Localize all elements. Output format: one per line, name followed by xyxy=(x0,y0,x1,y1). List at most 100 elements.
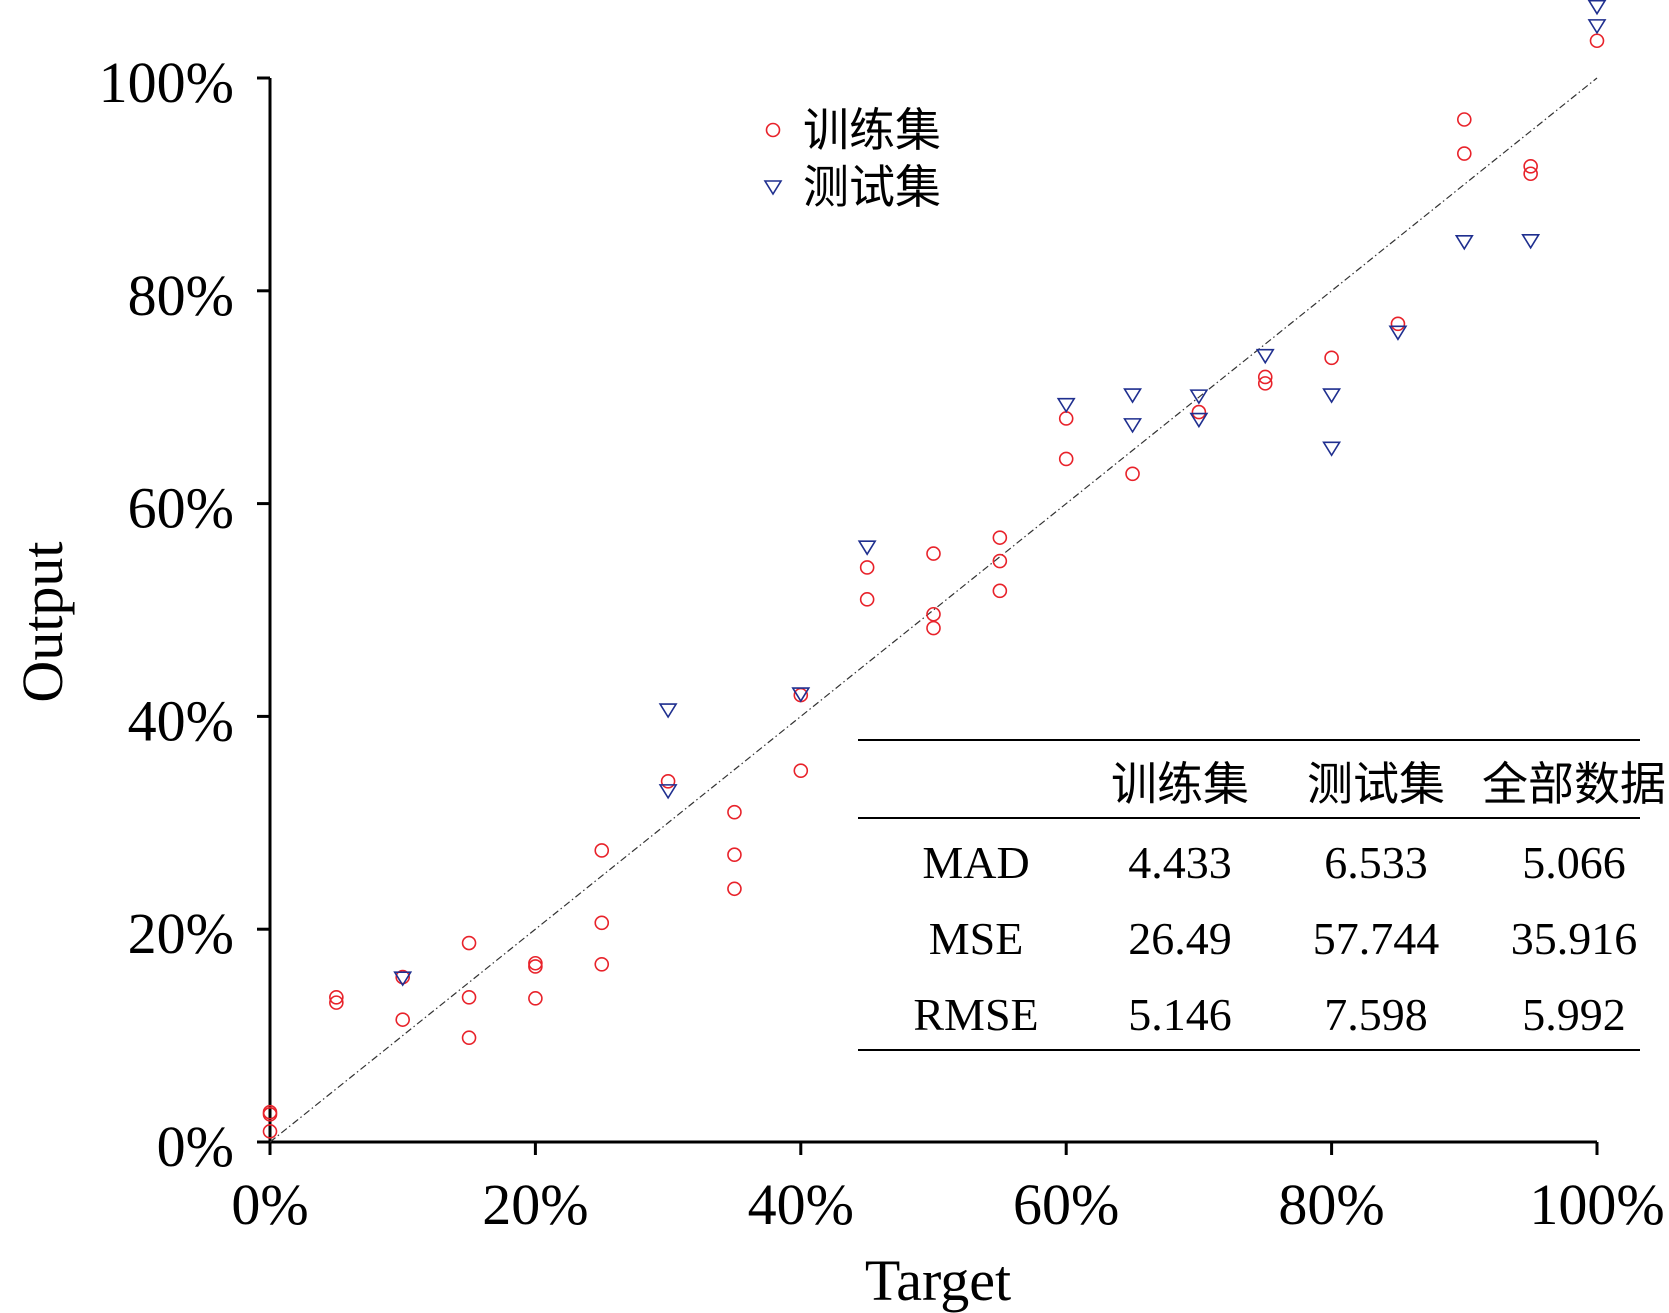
x-tick-label: 80% xyxy=(1278,1172,1384,1237)
train-point xyxy=(859,592,875,607)
train-point xyxy=(1457,112,1472,127)
train-point xyxy=(660,774,676,789)
y-axis-title: Output xyxy=(10,541,75,702)
test-point xyxy=(1454,235,1474,251)
y-tick-label: 100% xyxy=(99,50,234,115)
train-point xyxy=(1523,166,1538,182)
train-point xyxy=(1191,404,1207,420)
x-axis-title: Target xyxy=(865,1248,1011,1313)
train-point xyxy=(594,843,610,858)
test-point xyxy=(1255,348,1275,365)
train-point xyxy=(461,1030,477,1046)
table-cell: 7.598 xyxy=(1324,989,1428,1040)
train-point xyxy=(594,957,610,972)
train-point xyxy=(926,620,941,636)
x-tick-label: 40% xyxy=(748,1172,854,1237)
table-cell: 57.744 xyxy=(1313,913,1440,964)
train-point xyxy=(859,560,875,575)
train-point xyxy=(1390,316,1406,332)
table-row-label: MSE xyxy=(929,913,1024,964)
train-point xyxy=(528,959,543,974)
table-cell: 5.066 xyxy=(1522,837,1626,888)
train-point xyxy=(1257,369,1273,385)
test-point xyxy=(1056,397,1076,414)
table-cell: 5.992 xyxy=(1522,989,1626,1040)
test-point xyxy=(791,687,811,703)
x-tick-label: 0% xyxy=(231,1172,308,1237)
axes xyxy=(268,78,1597,1144)
train-point xyxy=(1523,159,1538,174)
y-tick-label: 60% xyxy=(128,476,234,541)
train-point xyxy=(461,989,477,1005)
train-point xyxy=(727,804,742,820)
x-axis-ticks: 0% 20% 40% 60% 80% 100% xyxy=(231,1142,1665,1237)
test-point xyxy=(393,971,413,987)
train-point xyxy=(329,995,344,1010)
legend-marker xyxy=(763,180,783,196)
test-point xyxy=(1587,19,1607,35)
reference-line xyxy=(269,77,1598,1143)
table-row-label: MAD xyxy=(922,837,1029,888)
data-points xyxy=(262,0,1607,1139)
test-point xyxy=(658,784,678,800)
train-point xyxy=(926,606,941,622)
train-point xyxy=(329,989,344,1005)
table-column-header: 测试集 xyxy=(1307,759,1445,810)
test-point xyxy=(857,540,877,556)
legend-label: 测试集 xyxy=(803,162,941,213)
test-point xyxy=(1123,388,1142,404)
test-point xyxy=(1123,418,1142,434)
legend-label: 训练集 xyxy=(803,105,941,156)
train-point xyxy=(461,935,477,951)
train-point xyxy=(1589,33,1605,49)
table-cell: 35.916 xyxy=(1511,913,1638,964)
table-cell: 4.433 xyxy=(1128,837,1232,888)
test-point xyxy=(1189,389,1209,405)
train-point xyxy=(926,546,941,561)
train-point xyxy=(594,915,610,931)
train-point xyxy=(793,763,809,778)
train-point xyxy=(262,1124,278,1139)
train-point xyxy=(1125,466,1140,482)
train-point xyxy=(992,583,1008,599)
test-point xyxy=(1322,441,1342,457)
table-row-label: RMSE xyxy=(913,989,1038,1040)
train-point xyxy=(1457,146,1472,161)
train-point xyxy=(528,955,543,971)
series-train xyxy=(262,33,1605,1139)
x-tick-label: 60% xyxy=(1013,1172,1119,1237)
train-point xyxy=(262,1104,278,1120)
series-test xyxy=(393,0,1607,987)
train-point xyxy=(1257,376,1273,391)
table-cell: 6.533 xyxy=(1324,837,1428,888)
train-point xyxy=(727,881,742,897)
train-point xyxy=(1324,350,1339,366)
table-column-header: 全部数据 xyxy=(1482,759,1666,810)
train-point xyxy=(395,1012,411,1027)
identity-line xyxy=(269,77,1598,1143)
test-point xyxy=(1587,0,1607,16)
test-point xyxy=(1189,412,1209,429)
y-tick-label: 0% xyxy=(157,1114,234,1179)
legend-marker xyxy=(765,122,781,138)
x-tick-label: 20% xyxy=(482,1172,588,1237)
train-point xyxy=(992,530,1008,545)
y-tick-label: 40% xyxy=(128,688,234,753)
table-cell: 5.146 xyxy=(1128,989,1232,1040)
test-point xyxy=(658,703,678,719)
train-point xyxy=(992,553,1008,569)
y-axis-ticks: 0% 20% 40% 60% 80% 100% xyxy=(99,50,270,1179)
x-tick-label: 100% xyxy=(1529,1172,1664,1237)
train-point xyxy=(727,847,742,863)
train-point xyxy=(1058,451,1074,467)
test-point xyxy=(1322,388,1342,404)
train-point xyxy=(528,991,543,1006)
table-cell: 26.49 xyxy=(1128,913,1232,964)
table-column-header: 训练集 xyxy=(1111,759,1249,810)
y-tick-label: 20% xyxy=(128,901,234,966)
test-point xyxy=(1388,325,1408,341)
stats-table: 训练集 测试集 全部数据 MAD 4.433 6.533 5.066 MSE 26.49 57.7… xyxy=(858,739,1666,1051)
train-point xyxy=(1058,411,1074,426)
